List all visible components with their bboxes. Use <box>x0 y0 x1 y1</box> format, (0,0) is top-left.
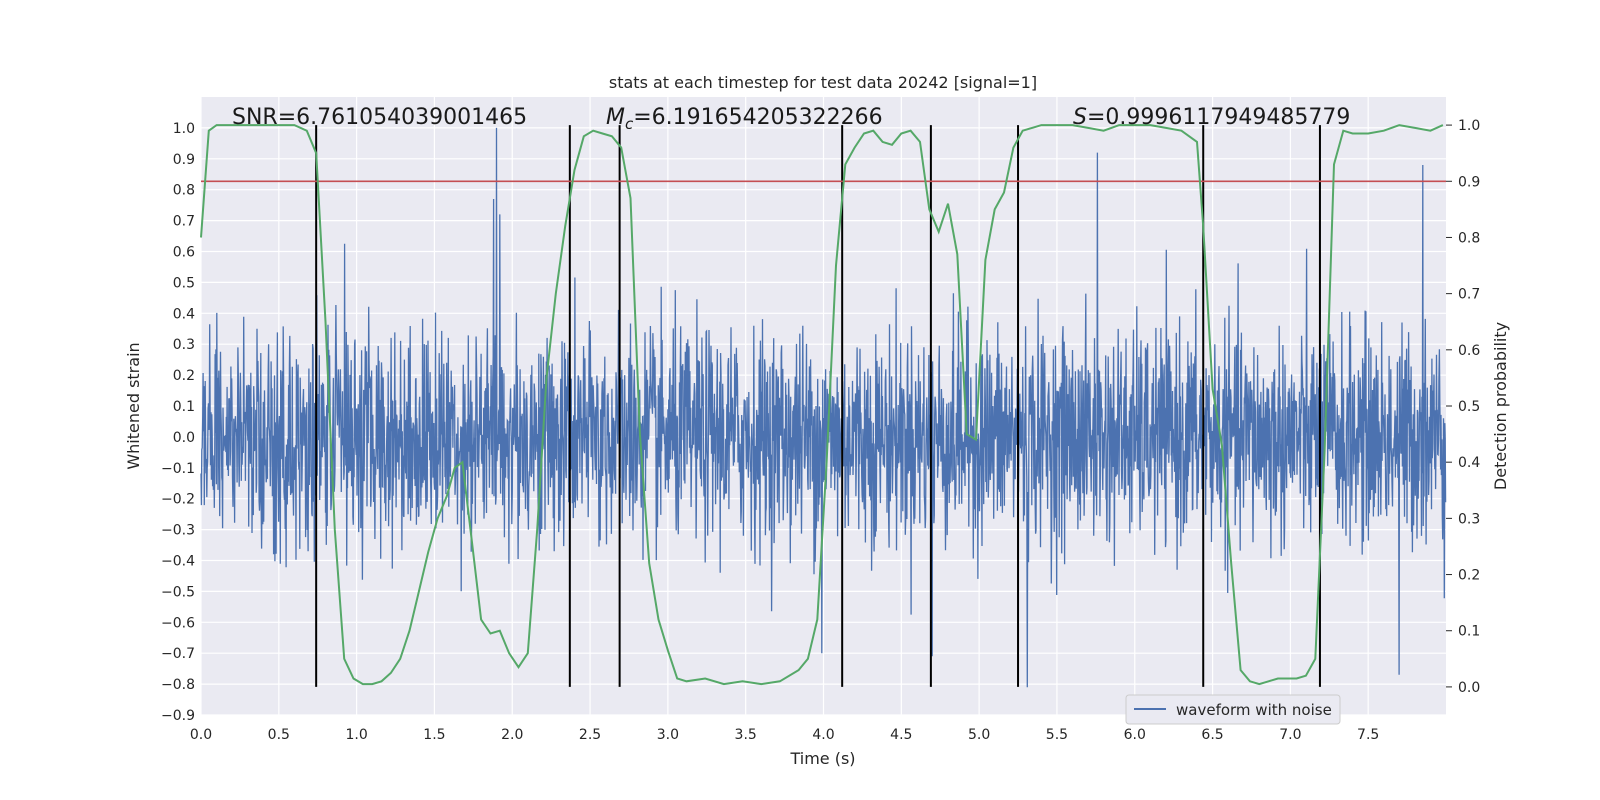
chirp-mass-annotation: Mc=6.191654205322266 <box>606 105 883 133</box>
y2-axis-ticks: 0.0 0.1 0.2 0.3 0.4 0.5 0.6 0.7 0.8 0.9 1.0 <box>1446 118 1480 696</box>
x-tick-label: 1.0 <box>345 727 367 743</box>
y-tick-label: 0.3 <box>173 337 195 353</box>
x-axis-label: Time (s) <box>789 749 855 768</box>
x-tick-label: 3.0 <box>657 727 679 743</box>
y-tick-label: 1.0 <box>173 121 195 137</box>
y-tick-label: 0.5 <box>173 275 195 291</box>
y-tick-label: 0.7 <box>173 214 195 230</box>
y2-tick-label: 0.4 <box>1458 455 1480 471</box>
probability-series-line <box>200 124 1444 686</box>
y-tick-label: 0.8 <box>173 183 195 199</box>
chirp-mass-symbol: M <box>606 105 625 130</box>
chirp-mass-subscript: c <box>625 115 634 133</box>
y2-tick-label: 0.0 <box>1458 680 1480 696</box>
x-tick-label: 7.5 <box>1357 727 1379 743</box>
y-tick-label: 0.2 <box>173 368 195 384</box>
x-tick-label: 6.0 <box>1124 727 1146 743</box>
y-tick-label: 0.0 <box>173 430 195 446</box>
x-axis-ticks: 0.0 0.5 1.0 1.5 2.0 2.5 3.0 3.5 4.0 4.5 5.0 5.5 6.0 6… <box>190 727 1379 743</box>
y-tick-label: −0.4 <box>161 554 195 570</box>
y-tick-label: −0.9 <box>161 708 195 724</box>
y-tick-label: 0.1 <box>173 399 195 415</box>
y2-tick-label: 0.7 <box>1458 287 1480 303</box>
legend-label-waveform: waveform with noise <box>1176 701 1332 719</box>
y-tick-label: 0.6 <box>173 245 195 261</box>
y-tick-label: −0.2 <box>161 492 195 508</box>
y-tick-label: −0.6 <box>161 615 195 631</box>
y-tick-label: −0.3 <box>161 523 195 539</box>
x-tick-label: 0.0 <box>190 727 212 743</box>
x-tick-label: 4.5 <box>890 727 912 743</box>
spin-symbol: S <box>1073 105 1087 130</box>
x-tick-label: 2.5 <box>579 727 601 743</box>
y-tick-label: −0.1 <box>161 461 195 477</box>
y2-tick-label: 0.9 <box>1458 174 1480 190</box>
spin-annotation: S=0.9996117949485779 <box>1073 105 1350 130</box>
x-tick-label: 1.5 <box>423 727 445 743</box>
y-tick-label: −0.7 <box>161 646 195 662</box>
x-tick-label: 6.5 <box>1201 727 1223 743</box>
x-tick-label: 4.0 <box>812 727 834 743</box>
x-tick-label: 5.5 <box>1046 727 1068 743</box>
y2-tick-label: 0.6 <box>1458 343 1480 359</box>
y2-tick-label: 0.5 <box>1458 399 1480 415</box>
x-tick-label: 0.5 <box>268 727 290 743</box>
y2-tick-label: 0.3 <box>1458 511 1480 527</box>
y-axis-ticks: −0.9 −0.8 −0.7 −0.6 −0.5 −0.4 −0.3 −0.2 −0.1 0.0 0… <box>161 121 195 724</box>
x-tick-label: 2.0 <box>501 727 523 743</box>
legend-box <box>1125 694 1341 725</box>
y-tick-label: 0.9 <box>173 152 195 168</box>
y-axis-label: Whitened strain <box>124 342 143 469</box>
y2-tick-label: 0.8 <box>1458 230 1480 246</box>
x-tick-label: 7.0 <box>1279 727 1301 743</box>
legend: waveform with noise <box>1125 694 1341 725</box>
x-tick-label: 5.0 <box>968 727 990 743</box>
y2-tick-label: 1.0 <box>1458 118 1480 134</box>
chirp-mass-value: =6.191654205322266 <box>633 105 882 130</box>
y-tick-label: −0.5 <box>161 584 195 600</box>
x-tick-label: 3.5 <box>735 727 757 743</box>
waveform-line <box>200 127 1447 688</box>
y-tick-label: −0.8 <box>161 677 195 693</box>
chart-title: stats at each timestep for test data 202… <box>609 73 1037 92</box>
y2-tick-label: 0.1 <box>1458 624 1480 640</box>
y-tick-label: 0.4 <box>173 306 195 322</box>
waveform-series <box>200 127 1447 688</box>
event-markers <box>315 125 1321 687</box>
spin-value: =0.9996117949485779 <box>1087 105 1350 130</box>
y2-tick-label: 0.2 <box>1458 568 1480 584</box>
snr-annotation: SNR=6.761054039001465 <box>232 105 527 130</box>
y2-axis-label: Detection probability <box>1491 322 1510 490</box>
